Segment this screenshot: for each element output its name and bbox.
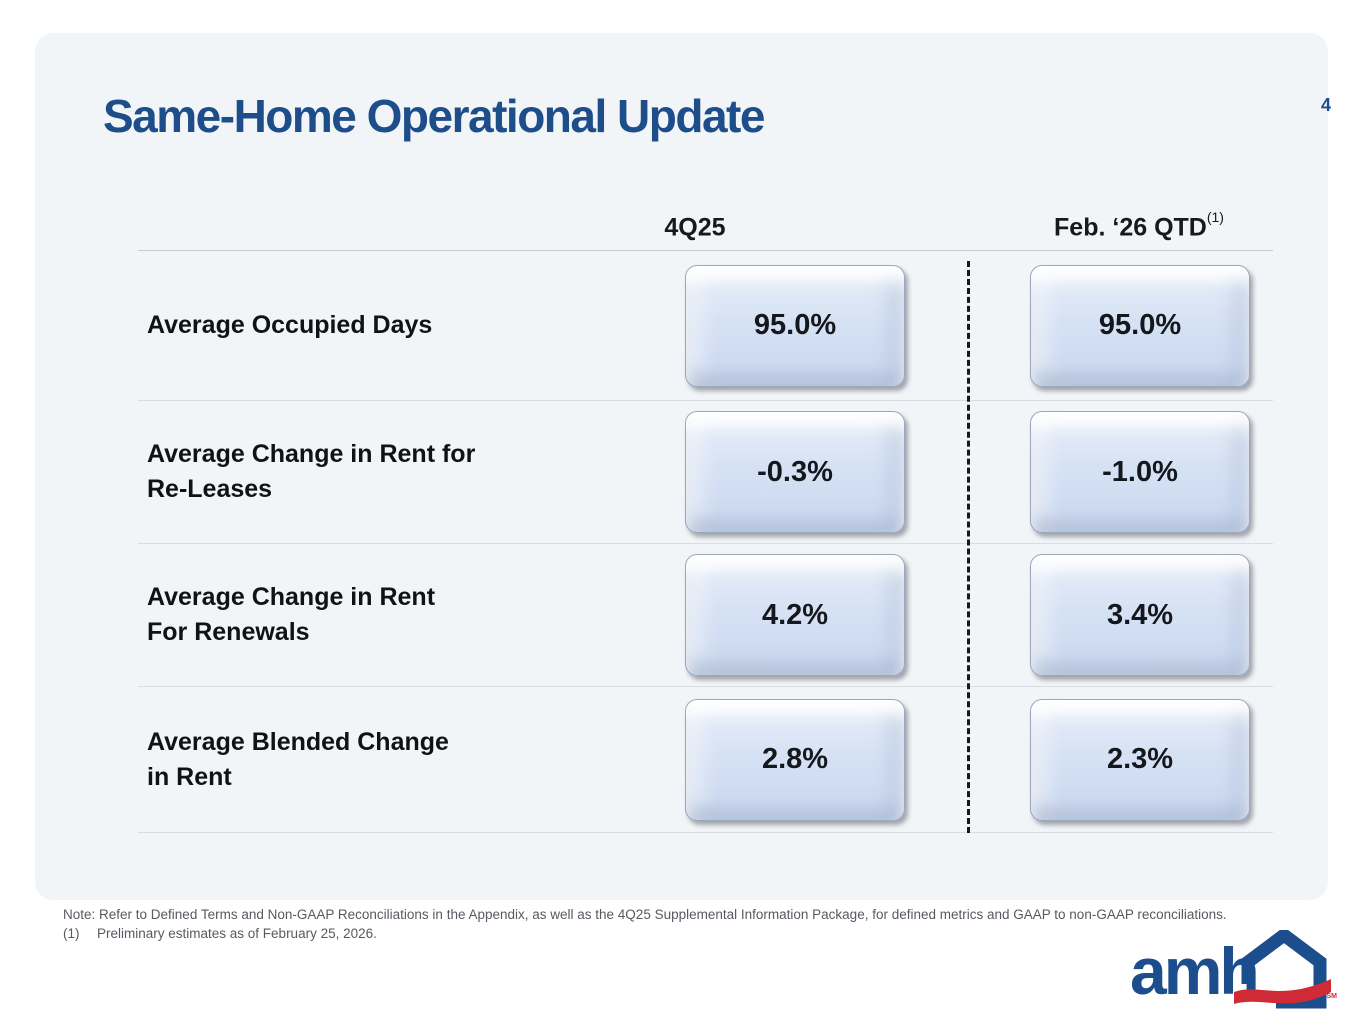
column-header-4q25: 4Q25 xyxy=(545,213,845,242)
value-box: 95.0% xyxy=(1030,264,1250,387)
footnote-text: Preliminary estimates as of February 25,… xyxy=(97,925,377,941)
column-header-feb-26-qtd: Feb. ‘26 QTD(1) xyxy=(989,209,1289,242)
footnote: (1) Preliminary estimates as of February… xyxy=(63,925,1243,944)
value-box: 2.3% xyxy=(1030,698,1250,821)
value-box: 3.4% xyxy=(1030,554,1250,676)
value-box: -0.3% xyxy=(685,411,905,533)
row-label: Average Blended Change in Rent xyxy=(147,727,449,791)
footnote-marker: (1) xyxy=(63,925,80,941)
slide-card: Same-Home Operational Update 4 4Q25 Feb.… xyxy=(35,33,1331,900)
page-title: Same-Home Operational Update xyxy=(103,90,765,142)
table-header-row: 4Q25 Feb. ‘26 QTD(1) xyxy=(138,198,1273,251)
table-row: Average Change in Rent for Re-Leases -0.… xyxy=(138,401,1273,544)
table-row: Average Blended Change in Rent 2.8% 2.3% xyxy=(138,687,1273,833)
row-label: Average Change in Rent For Renewals xyxy=(147,583,436,646)
table-body: Average Occupied Days 95.0% 95.0% Averag… xyxy=(138,251,1273,833)
table-row: Average Change in Rent For Renewals 4.2%… xyxy=(138,544,1273,687)
column-header-superscript: (1) xyxy=(1206,208,1224,225)
row-label: Average Change in Rent for Re-Leases xyxy=(147,440,476,503)
row-label: Average Occupied Days xyxy=(147,311,433,339)
note-text: Note: Refer to Defined Terms and Non-GAA… xyxy=(63,907,1227,922)
value-box: 95.0% xyxy=(685,264,905,387)
metrics-table: 4Q25 Feb. ‘26 QTD(1) Average Occupied Da… xyxy=(138,198,1273,833)
column-header-label: 4Q25 xyxy=(664,213,726,241)
servicemark-label: SM xyxy=(1326,993,1338,1000)
amh-logo: amh SM xyxy=(1130,930,1338,1014)
house-icon xyxy=(1234,930,1331,1009)
footer-notes: Note: Refer to Defined Terms and Non-GAA… xyxy=(63,906,1243,943)
page-number: 4 xyxy=(1320,95,1331,115)
column-divider-dashed-line xyxy=(967,261,970,833)
value-box: 2.8% xyxy=(685,698,905,821)
value-box: 4.2% xyxy=(685,554,905,676)
column-header-label: Feb. ‘26 QTD xyxy=(1054,213,1207,241)
value-box: -1.0% xyxy=(1030,411,1250,533)
table-row: Average Occupied Days 95.0% 95.0% xyxy=(138,251,1273,401)
